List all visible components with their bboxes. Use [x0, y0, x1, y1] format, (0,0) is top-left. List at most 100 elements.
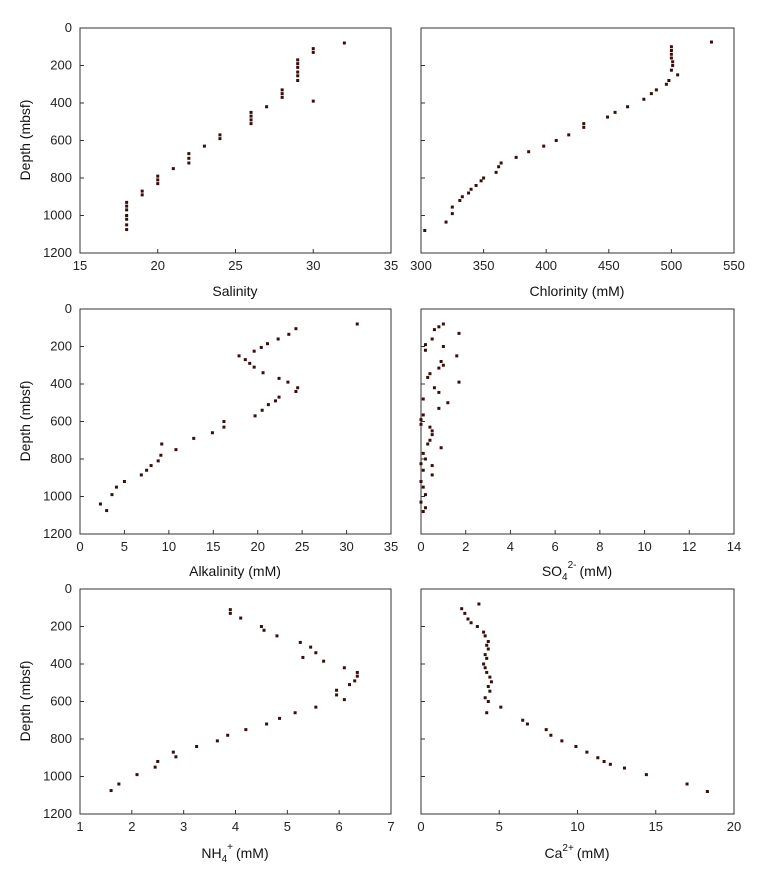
- salinity-data-point: [296, 62, 300, 66]
- chlorinity-data-point: [654, 88, 658, 92]
- sulfate-x-tick-label: 6: [552, 539, 559, 554]
- salinity-data-point: [187, 161, 191, 165]
- chlorinity-data-point: [669, 49, 673, 52]
- calcium-x-tick-label: 20: [727, 819, 741, 834]
- ammonium-y-tick-label: 200: [50, 619, 72, 634]
- sulfate-data-point: [441, 345, 445, 348]
- alkalinity-data-point: [159, 453, 163, 457]
- ammonium-data-point: [314, 705, 318, 709]
- sulfate-data-point: [437, 325, 441, 329]
- alkalinity-y-tick-label: 0: [65, 301, 72, 316]
- calcium-plot-frame: [420, 588, 735, 815]
- calcium-data-point: [463, 611, 467, 615]
- calcium-data-point: [486, 647, 490, 651]
- alkalinity-x-tick-label: 30: [339, 539, 353, 554]
- calcium-data-point: [466, 617, 470, 621]
- sulfate-data-point: [441, 363, 445, 367]
- chlorinity-data-point: [582, 122, 586, 126]
- chlorinity-data-point: [423, 229, 427, 232]
- chlorinity-x-tick-label: 400: [535, 258, 557, 273]
- sulfate-data-point: [446, 401, 450, 405]
- chlorinity-data-point: [606, 115, 610, 119]
- calcium-data-point: [485, 656, 489, 660]
- ammonium-y-ticks: 0 200 400 600 800 1000 1200: [43, 581, 84, 821]
- ammonium-data-point: [355, 674, 359, 678]
- calcium-data-point: [485, 643, 489, 647]
- ammonium-data-point: [342, 666, 346, 670]
- alkalinity-y-ticks: 0 200 400 600 800 1000 1200: [43, 301, 84, 541]
- salinity-data-point: [125, 217, 129, 221]
- sulfate-data-point: [423, 506, 427, 510]
- calcium-data-point: [685, 782, 689, 786]
- salinity-x-label: Salinity: [212, 283, 257, 299]
- chlorinity-x-tick-label: 450: [598, 258, 620, 273]
- alkalinity-y-tick-label: 600: [50, 414, 72, 429]
- salinity-data-point: [311, 47, 315, 51]
- calcium-data-point: [560, 739, 564, 743]
- chlorinity-data-point: [649, 92, 653, 96]
- alkalinity-data-point: [259, 345, 263, 349]
- alkalinity-x-tick-label: 10: [162, 539, 176, 554]
- ammonium-y-label: Depth (mbsf): [17, 661, 33, 742]
- salinity-data-point: [342, 41, 346, 45]
- ammonium-data-point: [309, 645, 313, 649]
- calcium-data-point: [705, 790, 709, 793]
- sulfate-data-point: [428, 372, 432, 376]
- sulfate-data-point: [421, 468, 425, 472]
- alkalinity-x-tick-label: 15: [206, 539, 220, 554]
- ammonium-data-point: [342, 698, 346, 702]
- calcium-x-tick-label: 5: [496, 819, 503, 834]
- chlorinity-plot-frame: [420, 27, 735, 254]
- calcium-data-point: [608, 762, 612, 766]
- alkalinity-data-point: [265, 342, 269, 346]
- calcium-data-point: [585, 750, 589, 754]
- sulfate-x-label: SO42- (mM): [542, 560, 612, 583]
- chlorinity-data-point: [542, 144, 546, 148]
- alkalinity-data-point: [192, 436, 196, 440]
- alkalinity-data-point: [252, 365, 256, 369]
- sulfate-data-point: [423, 343, 427, 347]
- ammonium-x-label: NH4+ (mM): [201, 842, 268, 865]
- calcium-data-point: [485, 670, 489, 674]
- salinity-data-point: [280, 95, 284, 99]
- calcium-data-point: [486, 640, 490, 643]
- chlorinity-points: [423, 40, 713, 232]
- salinity-data-point: [311, 99, 315, 103]
- ammonium-x-ticks: 1 2 3 4 5 6 7: [76, 810, 395, 834]
- ammonium-x-tick-label: 1: [76, 819, 83, 834]
- sulfate-data-point: [428, 425, 432, 429]
- chlorinity-data-point: [554, 139, 558, 142]
- sulfate-data-point: [430, 433, 434, 437]
- chlorinity-data-point: [479, 179, 483, 183]
- alkalinity-data-point: [98, 502, 102, 506]
- chlorinity-data-point: [669, 56, 673, 60]
- ammonium-data-point: [259, 625, 263, 628]
- salinity-data-point: [249, 110, 253, 114]
- sulfate-data-point: [455, 354, 459, 358]
- ammonium-plot-frame: [79, 588, 392, 815]
- alkalinity-data-point: [248, 361, 252, 365]
- alkalinity-x-tick-label: 20: [250, 539, 264, 554]
- calcium-data-point: [596, 756, 600, 760]
- salinity-data-point: [311, 50, 315, 54]
- chlorinity-x-tick-label: 300: [410, 258, 432, 273]
- chlorinity-data-point: [671, 60, 675, 64]
- ammonium-data-point: [226, 733, 230, 737]
- sulfate-data-point: [437, 390, 441, 394]
- sulfate-y-ticks: [421, 308, 425, 535]
- chlorinity-data-point: [613, 110, 617, 114]
- sulfate-data-point: [421, 510, 425, 513]
- salinity-data-point: [125, 223, 129, 227]
- ammonium-data-point: [228, 608, 232, 612]
- ammonium-data-point: [314, 651, 318, 655]
- salinity-data-point: [125, 208, 129, 212]
- sulfate-data-point: [421, 413, 425, 417]
- chlorinity-data-point: [709, 40, 713, 44]
- sulfate-data-point: [423, 348, 427, 352]
- salinity-data-point: [187, 156, 191, 160]
- salinity-data-point: [249, 122, 253, 126]
- chlorinity-data-point: [467, 191, 471, 195]
- sulfate-data-point: [419, 418, 423, 422]
- sulfate-data-point: [441, 322, 445, 326]
